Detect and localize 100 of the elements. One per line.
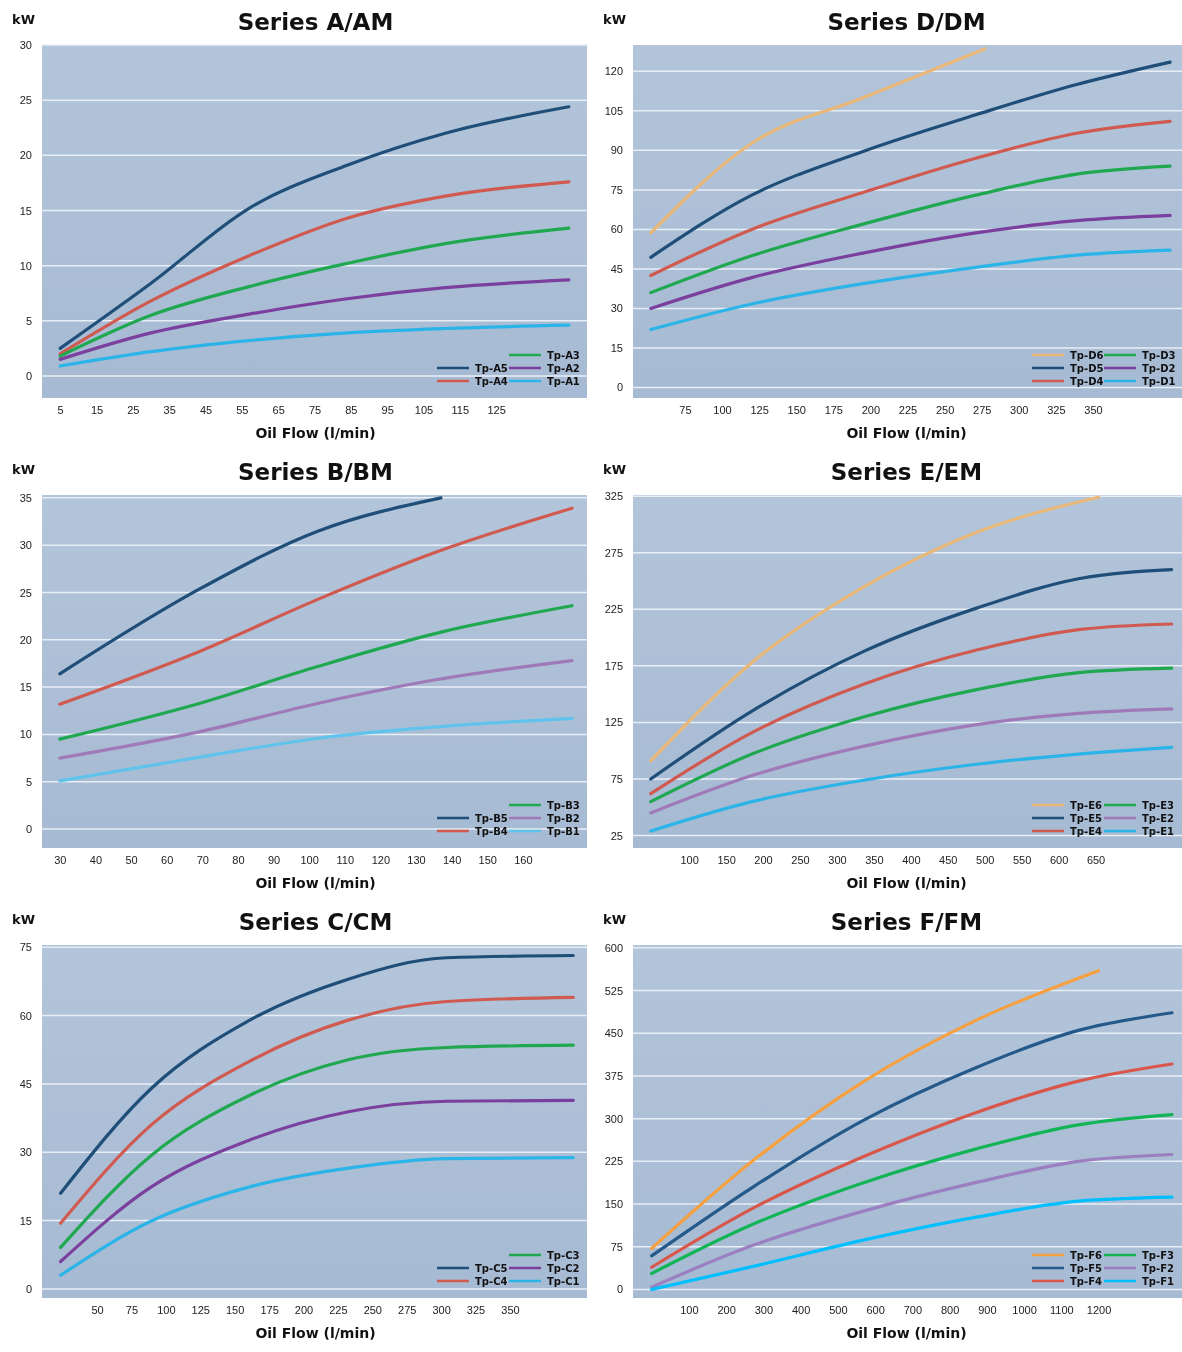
x-tick-label: 160 [514,853,533,866]
legend-label: Tp-B5 [475,813,508,824]
y-tick-label: 30 [19,39,32,52]
line-series [649,568,1174,781]
x-tick-label: 115 [451,403,470,416]
legend-label: Tp-C4 [475,1276,508,1287]
x-tick-label: 100 [300,853,319,866]
x-tick-label: 140 [442,853,462,866]
x-tick-label: 550 [1012,853,1032,866]
y-tick-label: 5 [25,314,32,327]
x-tick-label: 150 [717,853,736,866]
x-tick-label: 75 [308,403,322,416]
x-tick-label: 25 [127,403,140,416]
x-tick-label: 350 [865,853,884,866]
y-tick-label: 75 [610,1240,623,1253]
y-axis-title: kW [603,462,626,477]
x-axis-title: Oil Flow (l/min) [846,875,967,891]
y-tick-label: 30 [19,1146,32,1159]
y-tick-label: 25 [19,94,32,107]
x-tick-label: 250 [363,1303,382,1316]
y-tick-label: 75 [610,773,623,785]
legend-label: Tp-F3 [1142,1250,1174,1261]
y-tick-label: 600 [604,941,623,954]
x-tick-label: 70 [196,853,209,866]
y-tick-label: 225 [604,1155,623,1168]
legend-label: Tp-D2 [1142,363,1176,374]
x-tick-label: 200 [294,1303,314,1316]
line-series [58,953,575,1195]
chart-title: Series C/CM [238,909,393,935]
x-tick-label: 100 [680,1303,699,1316]
x-tick-label: 500 [976,853,995,866]
x-axis-title: Oil Flow (l/min) [255,425,376,441]
y-tick-label: 105 [604,104,623,117]
y-tick-label: 60 [610,223,623,236]
line-series [58,506,574,706]
x-tick-label: 650 [1086,853,1106,866]
y-axis-title: kW [603,12,626,27]
y-tick-label: 15 [19,681,32,694]
x-tick-label: 50 [125,853,138,866]
y-tick-label: 20 [19,149,32,162]
y-tick-label: 45 [610,262,623,275]
legend-label: Tp-A5 [475,363,508,374]
x-tick-label: 15 [90,403,104,416]
y-tick-label: 60 [19,1009,32,1022]
y-tick-label: 375 [604,1069,623,1082]
legend-label: Tp-B1 [547,826,580,837]
x-tick-label: 125 [487,403,506,416]
y-tick-label: 15 [610,341,623,354]
line-series [649,119,1172,278]
x-tick-label: 200 [754,853,773,866]
x-tick-label: 60 [161,853,174,866]
y-tick-label: 275 [604,546,623,559]
y-tick-label: 15 [19,1214,32,1227]
x-tick-label: 450 [939,853,958,866]
x-axis-title: Oil Flow (l/min) [255,875,376,891]
legend-label: Tp-A3 [547,350,580,361]
y-tick-label: 150 [604,1198,623,1211]
y-tick-label: 0 [616,1283,623,1296]
x-axis-title: Oil Flow (l/min) [846,1325,967,1341]
x-tick-label: 300 [754,1303,774,1316]
x-tick-label: 45 [199,403,213,416]
x-tick-label: 175 [824,403,843,416]
x-tick-label: 30 [54,853,67,866]
line-series [58,716,574,783]
y-tick-label: 5 [25,775,32,788]
legend-label: Tp-B3 [547,800,580,811]
x-tick-label: 125 [191,1303,210,1316]
line-series [649,248,1172,332]
line-series [650,1195,1174,1292]
line-series [58,496,443,676]
x-tick-label: 1200 [1086,1303,1112,1316]
x-tick-label: 130 [407,853,426,866]
line-series [649,622,1174,796]
legend-label: Tp-C1 [547,1276,580,1287]
y-tick-label: 300 [604,1112,623,1125]
x-tick-label: 75 [679,403,692,416]
x-tick-label: 225 [329,1303,348,1316]
x-tick-label: 120 [371,853,391,866]
legend-label: Tp-D1 [1142,376,1176,387]
line-series [58,105,571,350]
x-tick-label: 275 [973,403,992,416]
legend-label: Tp-C3 [547,1250,580,1261]
y-tick-label: 75 [610,183,623,196]
line-series [58,659,574,760]
line-series [649,60,1172,259]
x-tick-label: 75 [125,1303,139,1316]
line-series [649,164,1172,295]
x-tick-label: 600 [1049,853,1069,866]
x-axis-title: Oil Flow (l/min) [846,425,967,441]
legend-label: Tp-D5 [1070,363,1104,374]
legend-label: Tp-E3 [1142,800,1174,811]
x-tick-label: 400 [902,853,921,866]
legend-label: Tp-D4 [1070,376,1104,387]
x-tick-label: 300 [432,1303,451,1316]
chart-title: Series A/AM [237,9,394,35]
x-tick-label: 65 [272,403,285,416]
y-axis-title: kW [12,462,35,477]
legend-label: Tp-E5 [1070,813,1102,824]
line-series [58,1043,575,1250]
y-tick-label: 15 [19,204,32,217]
